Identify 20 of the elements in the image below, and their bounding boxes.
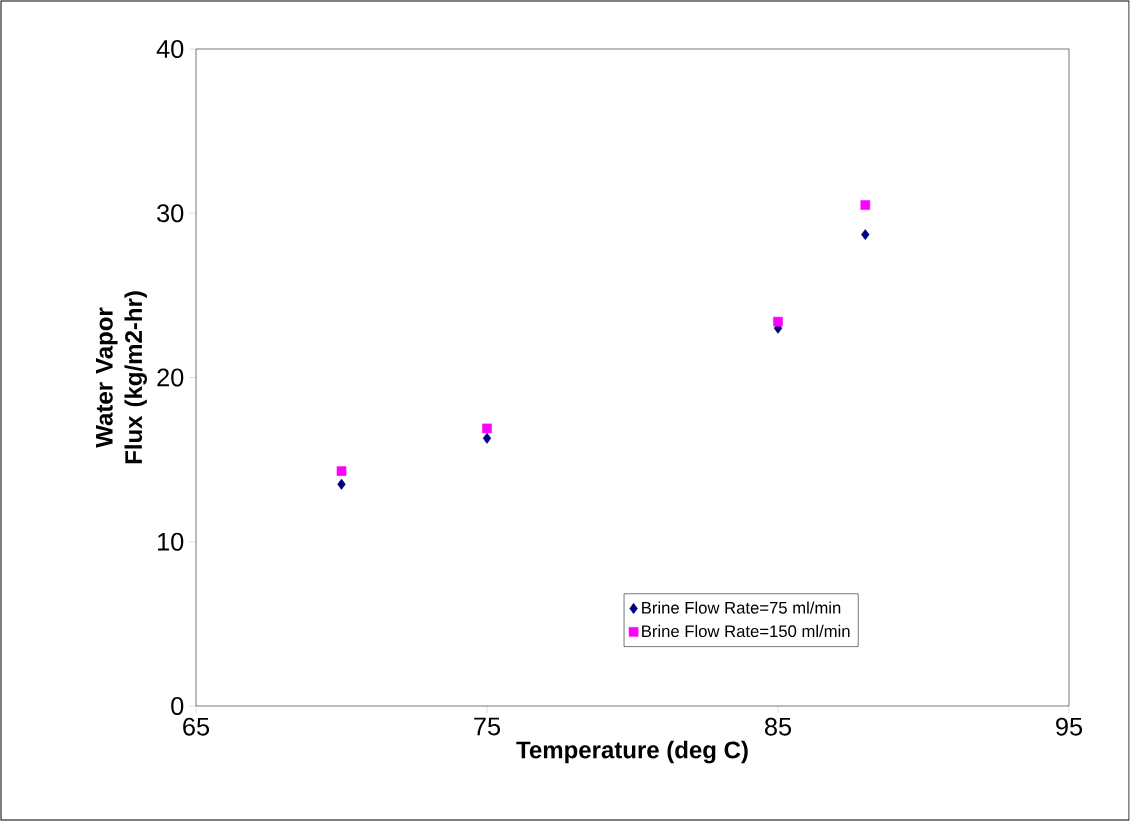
y-tick-label: 10 xyxy=(158,532,184,551)
point xyxy=(773,316,783,327)
point xyxy=(482,423,492,434)
y-tick-label: 20 xyxy=(157,368,184,387)
legend-label: Brine Flow Rate=75 ml/min xyxy=(642,601,841,614)
legend-label: Brine Flow Rate=150 ml/min xyxy=(642,624,850,638)
point xyxy=(861,229,870,241)
point xyxy=(336,466,347,476)
x-axis-title: Temperature (deg C) xyxy=(516,740,748,764)
y-tick-label: 0 xyxy=(171,697,184,715)
x-tick-label: 85 xyxy=(765,717,792,736)
point xyxy=(860,200,871,210)
point xyxy=(482,432,492,444)
x-tick-label: 65 xyxy=(183,717,210,736)
x-tick-label: 95 xyxy=(1056,717,1083,736)
point xyxy=(337,478,346,490)
x-tick-label: 75 xyxy=(474,717,501,736)
y-tick-label: 30 xyxy=(157,204,184,223)
y-axis-title: Water Vapor Flux (kg/m2-hr) xyxy=(96,291,147,464)
y-tick-label: 40 xyxy=(156,40,184,58)
